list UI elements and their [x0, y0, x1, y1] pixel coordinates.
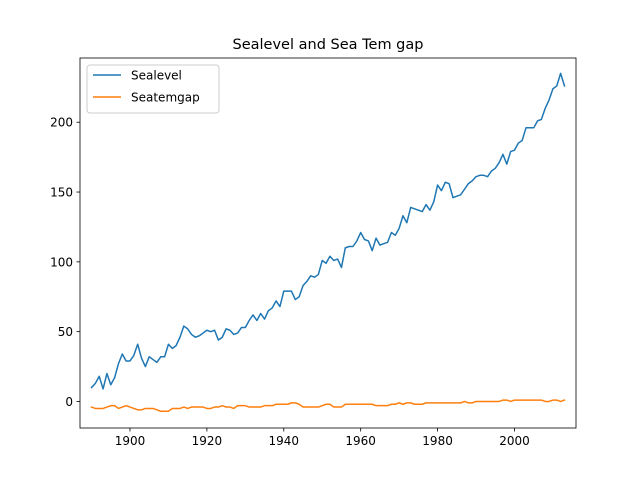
x-tick-label: 1940	[269, 434, 300, 448]
series-line-sealevel	[90, 72, 566, 390]
y-tick-label: 50	[58, 325, 73, 339]
chart-title: Sealevel and Sea Tem gap	[233, 37, 424, 53]
x-tick-label: 1960	[345, 434, 376, 448]
y-axis: 0 50 100 150 200	[50, 116, 80, 409]
x-axis: 1900 1920 1940 1960 1980 2000	[115, 428, 530, 448]
y-tick-label: 200	[50, 116, 73, 130]
y-tick-label: 150	[50, 186, 73, 200]
legend-label-sealevel: Sealevel	[131, 69, 182, 83]
series-line-seatemgap	[90, 399, 566, 412]
x-tick-label: 1920	[192, 434, 223, 448]
series-layer	[90, 72, 566, 412]
x-tick-label: 2000	[499, 434, 530, 448]
plot-frame	[79, 57, 577, 429]
legend-label-seatemgap: Seatemgap	[131, 91, 200, 105]
y-tick-label: 100	[50, 255, 73, 269]
y-tick-label: 0	[65, 395, 73, 409]
x-tick-label: 1900	[115, 434, 146, 448]
x-tick-label: 1980	[422, 434, 453, 448]
legend: Sealevel Seatemgap	[86, 64, 220, 114]
legend-box	[86, 64, 220, 114]
